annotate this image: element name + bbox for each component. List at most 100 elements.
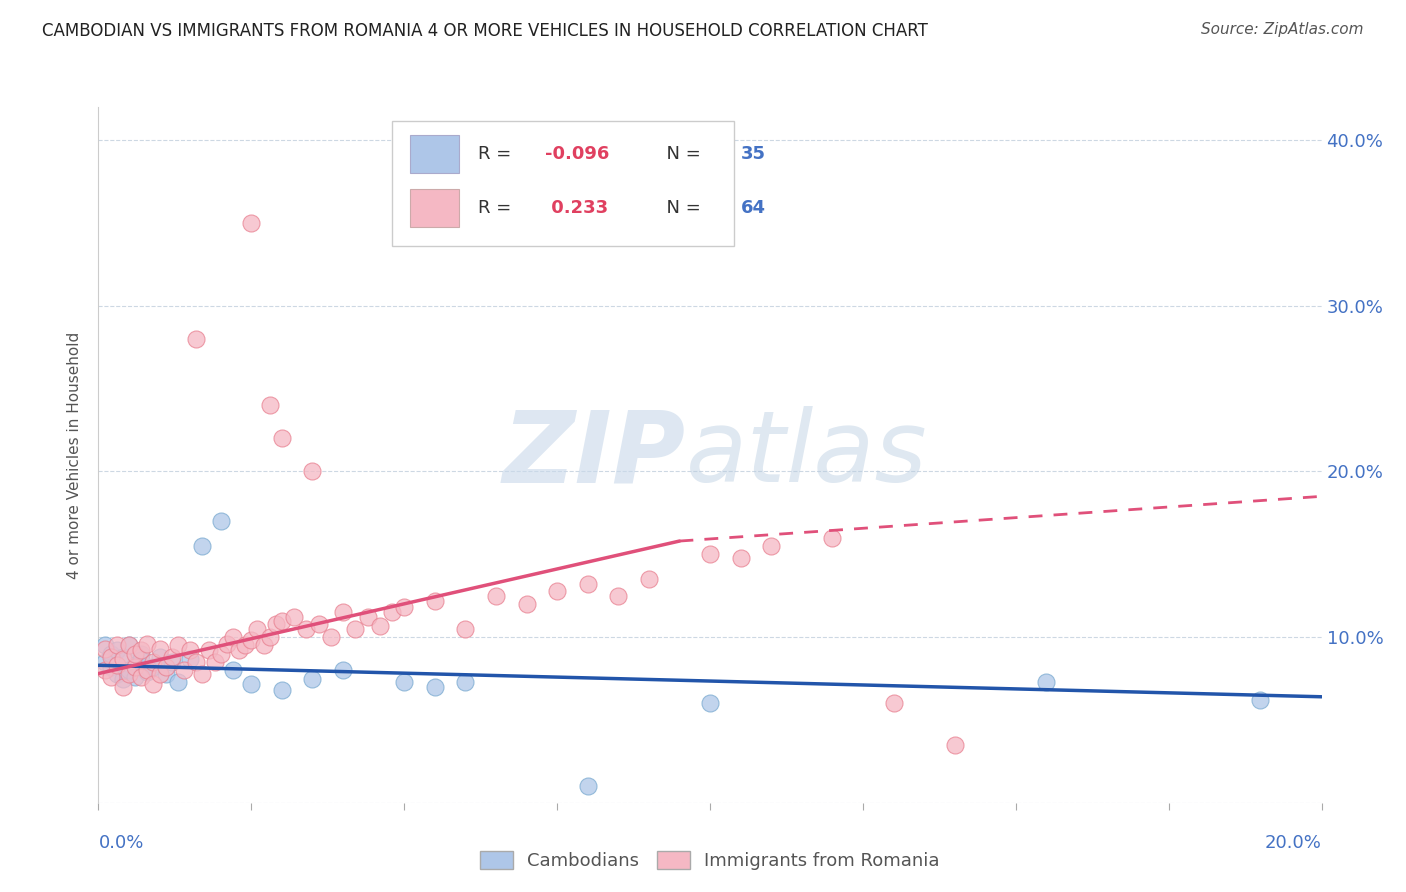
Point (368, 618, 391, 632)
Point (759, 539, 782, 553)
Point (699, 697, 721, 711)
Point (111, 650, 134, 665)
Point (118, 639, 141, 653)
Point (111, 680, 134, 694)
Point (129, 643, 152, 657)
Legend: Cambodians, Immigrants from Romania: Cambodians, Immigrants from Romania (472, 844, 948, 877)
Point (118, 639, 141, 653)
Point (160, 650, 183, 665)
Point (186, 332, 208, 346)
Point (100, 670, 122, 684)
Point (179, 651, 201, 665)
Point (943, 738, 966, 752)
Point (124, 670, 146, 684)
Point (209, 514, 232, 528)
Point (423, 680, 446, 694)
Point (270, 614, 292, 628)
Text: N =: N = (655, 145, 706, 163)
Point (149, 666, 172, 681)
Point (259, 398, 281, 412)
Point (259, 630, 281, 644)
Point (319, 630, 342, 644)
Point (344, 622, 367, 636)
Text: 35: 35 (741, 145, 766, 163)
Point (100, 647, 122, 661)
Point (111, 651, 134, 665)
Bar (411, 189, 460, 227)
Point (124, 658, 146, 673)
Point (93, 641, 115, 656)
Point (222, 630, 245, 644)
Text: -0.096: -0.096 (546, 145, 609, 163)
Point (155, 666, 177, 681)
Point (233, 639, 256, 653)
Text: R =: R = (478, 199, 516, 217)
Point (118, 666, 141, 681)
Text: R =: R = (478, 145, 516, 163)
Point (136, 663, 159, 677)
Point (124, 647, 146, 661)
Point (204, 655, 226, 669)
Point (197, 643, 219, 657)
Text: atlas: atlas (686, 407, 927, 503)
Point (607, 589, 630, 603)
Point (332, 605, 354, 619)
Point (246, 622, 269, 636)
Point (186, 655, 208, 669)
Point (301, 465, 323, 479)
Point (356, 610, 378, 624)
Point (485, 589, 508, 603)
Point (252, 639, 274, 653)
Point (1249, 693, 1271, 707)
Text: 64: 64 (741, 199, 766, 217)
Text: CAMBODIAN VS IMMIGRANTS FROM ROMANIA 4 OR MORE VEHICLES IN HOUSEHOLD CORRELATION: CAMBODIAN VS IMMIGRANTS FROM ROMANIA 4 O… (42, 22, 928, 40)
Text: N =: N = (655, 199, 706, 217)
Point (576, 779, 599, 793)
Point (129, 670, 152, 684)
Point (308, 616, 330, 631)
Point (240, 676, 263, 690)
Point (93, 663, 115, 677)
Point (105, 658, 128, 673)
Point (283, 610, 305, 624)
Point (149, 641, 172, 656)
Point (637, 572, 661, 586)
Point (129, 647, 152, 661)
Point (179, 643, 201, 657)
Point (295, 622, 318, 636)
Point (191, 539, 214, 553)
Point (173, 663, 195, 677)
Text: 0.0%: 0.0% (98, 834, 143, 852)
Point (111, 672, 134, 686)
Point (1035, 674, 1057, 689)
Point (136, 665, 159, 679)
Bar (411, 136, 460, 173)
Point (124, 660, 146, 674)
Point (129, 653, 152, 667)
Point (332, 663, 354, 677)
Point (100, 660, 122, 674)
Point (100, 650, 122, 665)
Point (142, 655, 165, 669)
Point (105, 643, 128, 657)
Point (821, 531, 844, 545)
Point (576, 577, 599, 591)
Point (118, 663, 141, 677)
Point (699, 547, 721, 561)
Point (381, 605, 404, 619)
Point (155, 660, 177, 674)
Point (423, 593, 446, 607)
Point (301, 672, 323, 686)
Point (167, 674, 190, 689)
Text: Source: ZipAtlas.com: Source: ZipAtlas.com (1201, 22, 1364, 37)
Point (136, 637, 159, 651)
Point (222, 663, 245, 677)
Point (883, 697, 905, 711)
Point (167, 639, 190, 653)
Point (105, 666, 128, 681)
Point (392, 600, 416, 615)
Point (730, 550, 752, 565)
Point (264, 616, 287, 631)
Point (142, 660, 165, 674)
Point (93, 655, 115, 669)
